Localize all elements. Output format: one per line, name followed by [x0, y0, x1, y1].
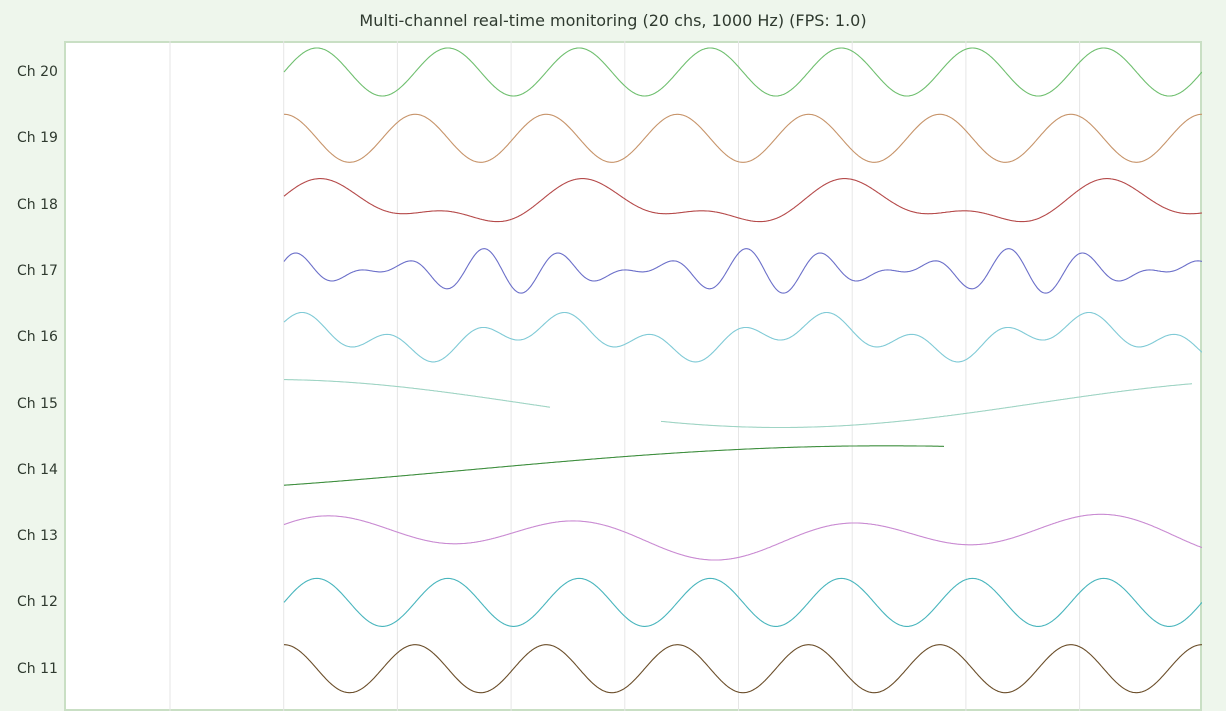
- channel-label-ch-13: Ch 13: [17, 528, 58, 545]
- trace-ch-16: [283, 311, 1202, 363]
- trace-ch-13: [283, 513, 1202, 561]
- grid-lines: [169, 41, 1081, 711]
- trace-ch-11: [284, 644, 1202, 694]
- channel-label-ch-18: Ch 18: [17, 196, 58, 213]
- channel-label-ch-16: Ch 16: [17, 329, 58, 346]
- channel-label-ch-11: Ch 11: [17, 660, 58, 677]
- signal-traces: [283, 47, 1202, 694]
- signal-plot: [169, 41, 1202, 711]
- trace-ch-15: [284, 379, 1193, 429]
- plot-frame: [64, 41, 1202, 711]
- channel-label-ch-15: Ch 15: [17, 395, 58, 412]
- channel-labels: Ch 20 Ch 19 Ch 18 Ch 17 Ch 16 Ch 15 Ch 14 Ch 13…: [0, 0, 64, 700]
- trace-ch-18: [283, 178, 1202, 223]
- chart-title: Multi-channel real-time monitoring (20 c…: [359, 11, 867, 30]
- channel-label-ch-19: Ch 19: [17, 130, 58, 147]
- trace-ch-14: [284, 445, 945, 486]
- channel-label-ch-14: Ch 14: [17, 461, 58, 478]
- channel-label-ch-20: Ch 20: [17, 64, 58, 80]
- trace-ch-20: [283, 47, 1202, 97]
- channel-label-ch-17: Ch 17: [17, 262, 58, 279]
- trace-ch-17: [283, 248, 1202, 294]
- trace-ch-12: [283, 577, 1202, 627]
- channel-label-ch-12: Ch 12: [17, 594, 58, 611]
- trace-ch-19: [284, 113, 1202, 163]
